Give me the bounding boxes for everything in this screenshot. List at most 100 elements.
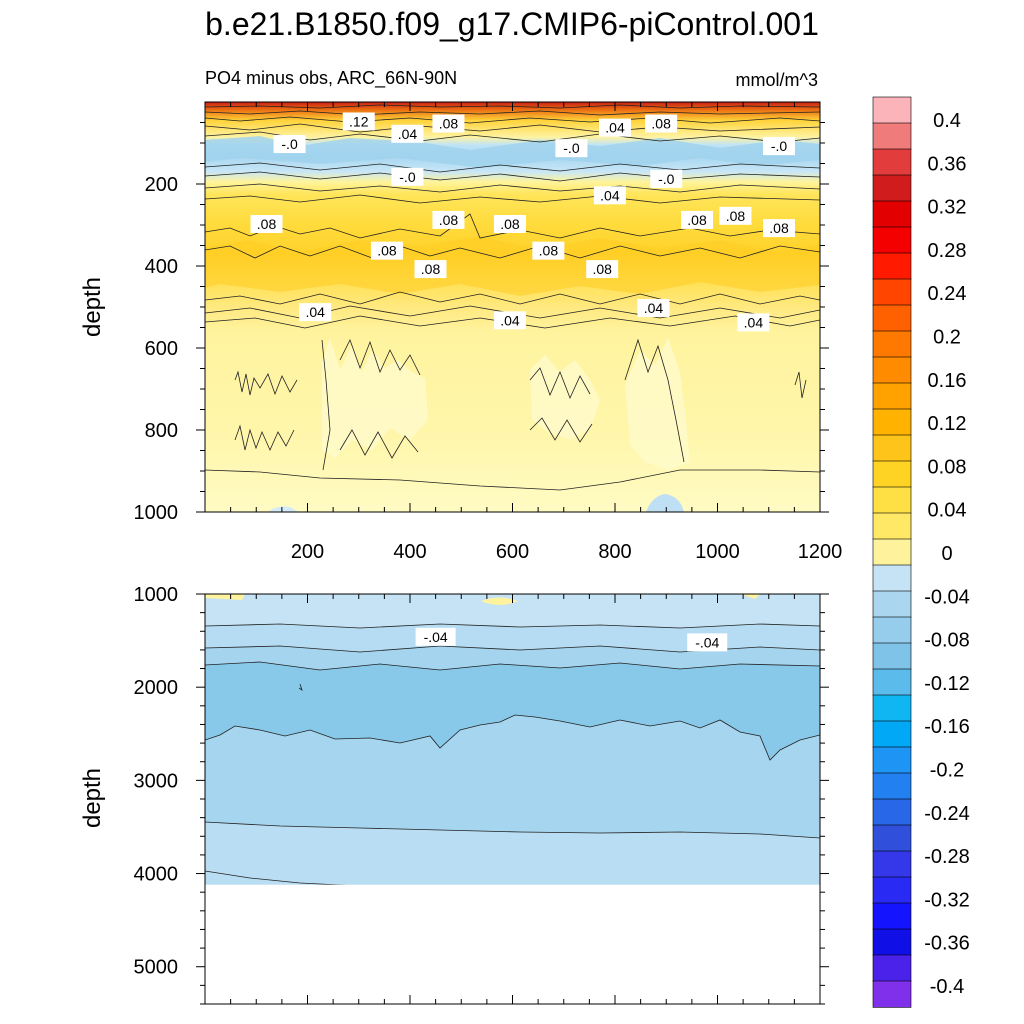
colorbar-swatch — [872, 122, 912, 150]
colorbar-swatch — [872, 954, 912, 982]
colorbar-swatch — [872, 148, 912, 176]
upper-contour-label: .08 — [432, 114, 465, 133]
colorbar-swatch — [872, 434, 912, 462]
upper-contour-label-bg — [763, 219, 795, 238]
upper-contour-label: -.0 — [763, 137, 795, 156]
colorbar-label: -0.04 — [924, 586, 970, 608]
upper-contour-label-text: .04 — [644, 300, 664, 316]
colorbar-swatch — [872, 330, 912, 358]
colorbar-label: -0.16 — [924, 716, 970, 738]
upper-contour-label-text: .08 — [539, 243, 559, 259]
colorbar-swatch — [872, 720, 912, 748]
yellow-blip-1 — [481, 597, 518, 605]
colorbar-swatch — [872, 382, 912, 410]
colorbar-swatch — [872, 876, 912, 904]
upper-x-tick-label: 800 — [598, 541, 631, 563]
upper-contour-label: .08 — [763, 219, 795, 238]
lower-contour-label: -.04 — [687, 633, 728, 652]
upper-contour-label: .12 — [342, 112, 375, 131]
upper-contour-label: .04 — [637, 299, 670, 318]
upper-contour-label: .04 — [299, 303, 332, 322]
upper-contour-label: .04 — [599, 118, 631, 137]
blue-band-patch — [205, 136, 820, 168]
colorbar-swatch — [872, 798, 912, 826]
lower-contour-lines — [205, 623, 820, 887]
lower-contour-label-bg — [415, 627, 456, 646]
colorbar-label: -0.36 — [924, 933, 970, 955]
upper-contour-label-bg — [432, 210, 465, 229]
upper-contour-label-bg — [532, 241, 565, 260]
upper-contour-label-bg — [555, 139, 588, 158]
colorbar-swatch — [872, 304, 912, 332]
colorbar-label: 0.32 — [928, 197, 967, 219]
upper-contour-label-bg — [342, 112, 375, 131]
colorbar-swatch — [872, 590, 912, 618]
upper-contour-label: .08 — [645, 114, 678, 133]
colorbar-swatch — [872, 772, 912, 800]
colorbar-label: 0.36 — [928, 153, 967, 175]
colorbar-label: 0.16 — [928, 370, 967, 392]
lower-ticks — [196, 593, 829, 1005]
upper-contour-label-text: .12 — [349, 114, 369, 130]
upper-contour-label-text: .04 — [305, 304, 325, 320]
upper-contour-labels: .12 .04 .08 -.0 .04 .08 -.0 -.0 -.0 .04 -.0 .08 .08.… — [250, 112, 795, 332]
upper-contour-label-text: .04 — [744, 314, 764, 330]
upper-contour-label: .08 — [681, 210, 713, 229]
colorbar-swatch — [872, 616, 912, 644]
upper-contour-label: .08 — [250, 215, 283, 233]
upper-contour-label-text: .08 — [439, 212, 459, 228]
upper-contour-label: .08 — [719, 206, 752, 225]
upper-x-tick-label: 600 — [496, 541, 529, 563]
upper-axis-text: 200 400 600 800 1000 1200 200 400 600 800 1000 — [134, 174, 843, 563]
upper-y-axis-title: depth — [79, 277, 106, 337]
deep-blue-spot-2 — [268, 506, 298, 512]
upper-contour-label: .04 — [493, 311, 526, 330]
lower-contour-label-text: -.04 — [695, 634, 719, 650]
lower-contour-labels: -.04 -.04 — [415, 627, 728, 652]
colorbar-swatch — [872, 694, 912, 722]
upper-contour-label-bg — [391, 167, 424, 186]
chart-title: b.e21.B1850.f09_g17.CMIP6-piControl.001 — [205, 6, 819, 42]
colorbar-label: -0.32 — [924, 889, 970, 911]
colorbar-swatch — [872, 96, 912, 124]
upper-x-tick-label: 1200 — [798, 541, 843, 563]
upper-contour-label-text: .08 — [769, 220, 789, 236]
upper-contour-label-bg — [737, 313, 770, 332]
upper-contour-label-bg — [250, 215, 283, 233]
upper-contour-label: .04 — [593, 186, 626, 205]
colorbar-swatch — [872, 564, 912, 592]
upper-contour-label-bg — [637, 299, 670, 318]
colorbar-swatch — [872, 460, 912, 488]
upper-contour-label-text: .04 — [500, 312, 520, 328]
lower-y-tick-label: 3000 — [134, 770, 179, 792]
upper-contour-label-text: .08 — [439, 116, 459, 132]
upper-contour-label-bg — [599, 118, 631, 137]
colorbar-swatch — [872, 642, 912, 670]
upper-contour-label-bg — [414, 260, 447, 279]
upper-contour-label: -.0 — [650, 169, 683, 188]
upper-x-tick-label: 200 — [291, 541, 324, 563]
upper-y-tick-label: 1000 — [134, 502, 179, 524]
upper-contour-label: .08 — [370, 241, 403, 260]
colorbar-label: 0.04 — [928, 500, 967, 522]
colorbar-swatch — [872, 824, 912, 852]
upper-y-tick-label: 600 — [145, 338, 178, 360]
colorbar-swatch — [872, 174, 912, 202]
upper-contour-label-bg — [391, 124, 424, 143]
upper-contour-label-text: .08 — [421, 261, 441, 277]
upper-contour-label-text: .08 — [592, 261, 612, 277]
upper-contour-label-text: .08 — [687, 212, 707, 228]
colorbar-label: -0.28 — [924, 846, 970, 868]
upper-ticks — [196, 102, 829, 513]
colorbar-swatch — [872, 486, 912, 514]
upper-contour-label-text: .04 — [600, 187, 620, 203]
colorbar-label: -0.12 — [924, 673, 970, 695]
colorbar-swatch — [872, 668, 912, 696]
colorbar-label: 0.4 — [933, 110, 961, 132]
upper-contour-label: .04 — [391, 124, 424, 143]
upper-contour-label: -.0 — [555, 139, 588, 158]
upper-contour-label: .04 — [737, 313, 770, 332]
colorbar-label: 0.28 — [928, 240, 967, 262]
upper-panel — [205, 102, 820, 512]
